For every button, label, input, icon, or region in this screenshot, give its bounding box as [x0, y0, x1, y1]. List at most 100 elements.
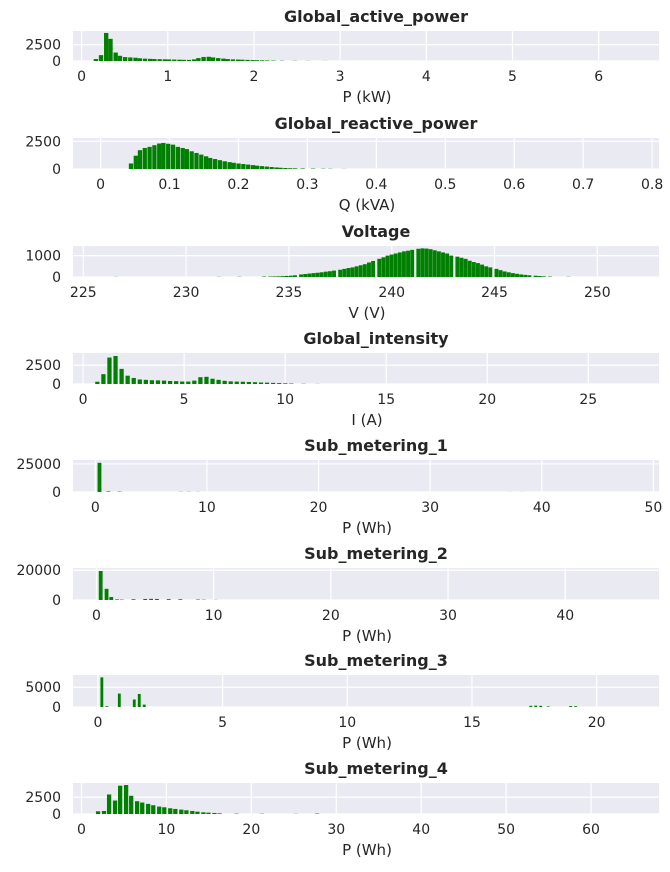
histogram-bar — [323, 271, 328, 277]
histogram-bar — [131, 599, 136, 600]
histogram-bar — [523, 274, 528, 277]
histogram-bar — [494, 268, 499, 277]
histogram-bar — [240, 381, 245, 384]
histogram-bar — [167, 380, 173, 384]
x-tick-label: 4 — [422, 69, 431, 85]
x-tick-label: 0.4 — [365, 177, 387, 193]
histogram-bar — [143, 379, 148, 384]
x-tick-label: 50 — [645, 500, 663, 516]
histogram-bar — [134, 801, 140, 814]
histogram-bar — [280, 276, 285, 277]
histogram-bar — [151, 805, 156, 814]
histogram-bar — [498, 270, 503, 277]
histogram-bar — [367, 262, 371, 277]
histogram-bar — [307, 273, 312, 277]
y-tick-label: 25000 — [16, 457, 61, 473]
histogram-bar — [250, 165, 256, 169]
histogram-bar — [106, 491, 111, 492]
subplot-title: Voltage — [342, 222, 411, 241]
histogram-bar — [178, 599, 183, 600]
histogram-bar — [459, 257, 464, 277]
x-axis-label: P (Wh) — [342, 734, 392, 752]
histogram-bar — [190, 810, 195, 814]
histogram-bar — [117, 693, 121, 707]
x-tick-label: 40 — [533, 500, 551, 516]
histogram-bar — [381, 257, 386, 277]
x-axis-label: P (Wh) — [342, 627, 392, 645]
plot-area — [73, 31, 659, 61]
x-tick-label: 30 — [421, 500, 439, 516]
histogram-bar — [100, 677, 104, 707]
histogram-bar — [272, 276, 277, 277]
histogram-bar — [235, 59, 241, 61]
histogram-bar — [162, 59, 167, 61]
plot-area — [73, 353, 659, 384]
x-axis-label: I (A) — [351, 411, 382, 429]
x-tick-label: 6 — [594, 69, 603, 85]
histogram-bar — [269, 167, 274, 169]
plot-area — [73, 675, 659, 707]
histogram-bar — [137, 379, 142, 384]
histogram-bar — [170, 144, 176, 169]
x-tick-label: 20 — [310, 500, 328, 516]
x-tick-label: 0 — [92, 608, 101, 624]
histogram-bar — [147, 58, 153, 61]
x-tick-label: 0 — [77, 822, 86, 838]
histogram-bar — [161, 142, 166, 169]
histogram-bar — [259, 166, 265, 169]
histogram-bar — [101, 374, 106, 384]
histogram-bar — [225, 59, 230, 61]
x-tick-label: 20 — [588, 715, 606, 731]
x-tick-label: 15 — [377, 392, 395, 408]
histogram-bar — [393, 253, 398, 277]
x-tick-label: 20 — [242, 822, 260, 838]
histogram-bar — [274, 167, 279, 169]
histogram-bar — [358, 265, 363, 277]
histogram-bar — [186, 381, 191, 384]
subplot-title: Global_active_power — [284, 7, 468, 26]
y-tick-label: 2500 — [25, 38, 61, 54]
histogram-bar — [264, 382, 270, 384]
histogram-bar — [385, 255, 390, 277]
histogram-bar — [502, 271, 507, 277]
histogram-bar — [529, 705, 533, 707]
histogram-bar — [254, 60, 260, 61]
histogram-bar — [255, 165, 260, 169]
x-tick-label: 2 — [250, 69, 259, 85]
histogram-bar — [137, 150, 143, 169]
x-tick-label: 10 — [276, 392, 294, 408]
histogram-bar — [137, 693, 141, 707]
histogram-bar — [283, 168, 288, 169]
histogram-bar — [250, 60, 255, 61]
histogram-bar — [278, 167, 283, 169]
histogram-bar — [315, 272, 320, 277]
histogram-bar — [401, 251, 406, 277]
x-tick-label: 0 — [79, 392, 88, 408]
histogram-bar — [108, 38, 113, 61]
histogram-bar — [137, 58, 142, 61]
histogram-bar — [574, 706, 578, 707]
histogram-bar — [428, 249, 433, 277]
x-tick-label: 240 — [378, 285, 405, 301]
histogram-bar — [115, 599, 120, 600]
y-tick-label: 0 — [52, 807, 61, 823]
histogram-bar — [327, 271, 332, 277]
histogram-bar — [122, 57, 128, 61]
histogram-bar — [241, 164, 246, 169]
histogram-bar — [128, 57, 133, 61]
histogram-bar — [471, 262, 476, 277]
histogram-bar — [534, 705, 538, 707]
histogram-bar — [133, 57, 138, 61]
plot-area — [73, 460, 659, 492]
histogram-bar — [222, 161, 227, 169]
histogram-bar — [480, 264, 485, 277]
histogram-bar — [264, 166, 269, 169]
histogram-bar — [217, 813, 222, 814]
histogram-bar — [129, 795, 134, 814]
subplot-title: Global_intensity — [303, 329, 449, 348]
x-tick-label: 40 — [556, 608, 574, 624]
histogram-bar — [420, 248, 425, 277]
histogram-bar — [216, 379, 221, 384]
